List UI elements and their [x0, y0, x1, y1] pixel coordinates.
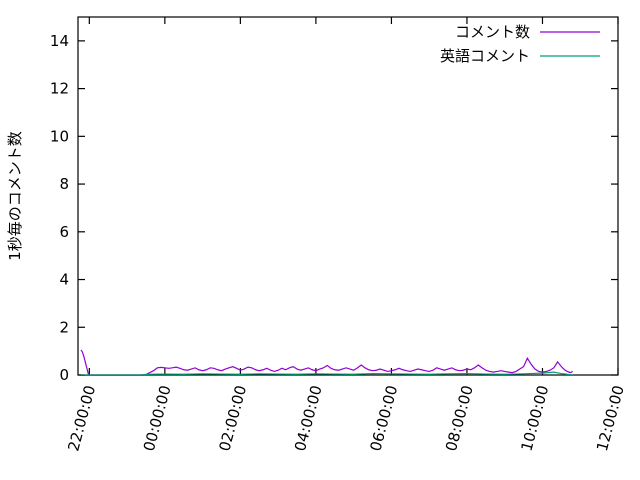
y-tick-label: 0: [59, 366, 69, 384]
plot-frame: [77, 16, 619, 376]
y-tick-label: 2: [59, 318, 69, 336]
series-lines: [80, 349, 574, 375]
y-tick-label: 12: [50, 80, 69, 98]
series-line-0: [80, 349, 574, 375]
legend-label-1: 英語コメント: [440, 47, 530, 65]
y-tick-label: 4: [59, 271, 69, 289]
legend-label-0: コメント数: [455, 23, 530, 41]
plot-border: [77, 16, 619, 376]
y-tick-label: 14: [50, 32, 69, 50]
y-axis-label: 1秒毎のコメント数: [6, 131, 24, 261]
y-axis-ticks: 0 2 4 6 8 10 12 14: [50, 32, 618, 384]
y-axis-title: 1秒毎のコメント数: [6, 131, 24, 261]
series-line-1: [81, 371, 573, 375]
y-tick-label: 8: [59, 175, 69, 193]
y-tick-label: 6: [59, 223, 69, 241]
y-tick-label: 10: [50, 127, 69, 145]
